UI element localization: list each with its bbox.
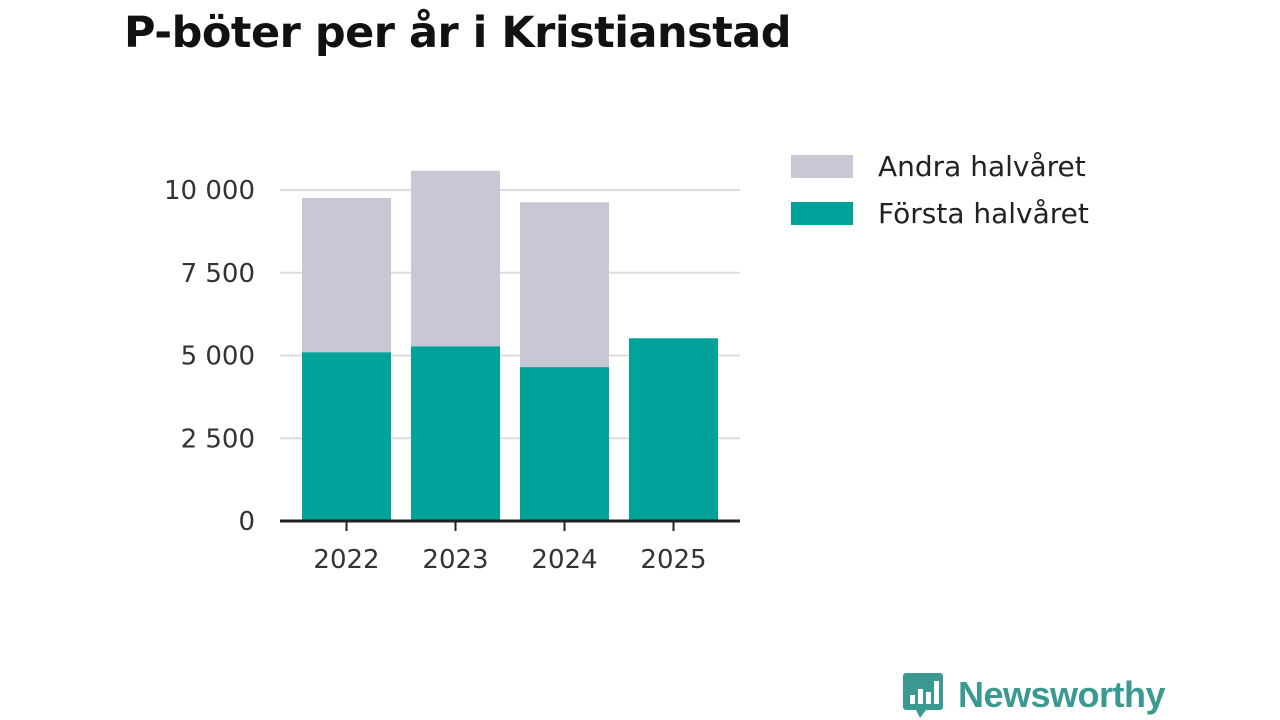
x-tick-label: 2024 <box>531 545 597 575</box>
bars <box>302 170 718 521</box>
bar-forsta-halvaret-2024 <box>520 367 609 521</box>
legend-label: Andra halvåret <box>878 150 1086 183</box>
bar-andra-halvaret-2024 <box>520 202 609 368</box>
y-tick-label: 0 <box>238 507 255 537</box>
bar-andra-halvaret-2022 <box>302 197 391 353</box>
x-axis <box>280 519 740 531</box>
legend-label: Första halvåret <box>878 197 1089 230</box>
y-tick-label: 7 500 <box>181 259 255 289</box>
newsworthy-logo: Newsworthy <box>902 670 1166 720</box>
x-tick-labels: 2022 2023 2024 2025 <box>313 545 706 575</box>
legend-swatch <box>791 155 853 178</box>
legend: Andra halvåret Första halvåret <box>791 150 1089 230</box>
x-tick-label: 2022 <box>313 545 379 575</box>
legend-swatch <box>791 202 853 225</box>
bar-forsta-halvaret-2023 <box>411 346 500 521</box>
chart-title: P-böter per år i Kristianstad <box>124 8 792 58</box>
newsworthy-logo-icon <box>903 673 943 718</box>
x-tick-label: 2023 <box>422 545 488 575</box>
bar-forsta-halvaret-2025 <box>629 338 718 521</box>
y-tick-label: 5 000 <box>181 342 255 372</box>
x-tick-label: 2025 <box>640 545 706 575</box>
brand-name: Newsworthy <box>958 674 1166 715</box>
y-tick-label: 10 000 <box>164 176 255 206</box>
y-tick-label: 2 500 <box>181 424 255 454</box>
bar-forsta-halvaret-2022 <box>302 352 391 521</box>
bar-andra-halvaret-2023 <box>411 170 500 347</box>
y-axis: 0 2 500 5 000 7 500 10 000 <box>164 176 255 537</box>
